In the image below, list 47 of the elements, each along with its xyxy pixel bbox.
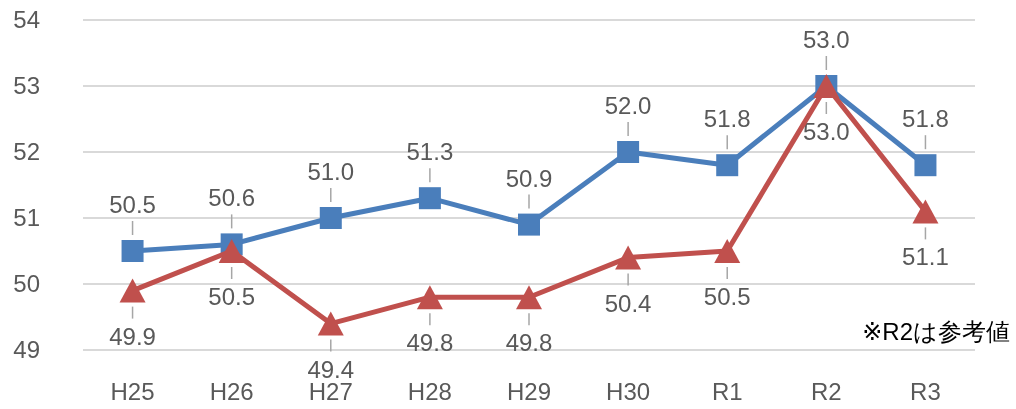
point [121, 240, 144, 262]
y-tick-label: 50 [13, 270, 40, 297]
x-tick-label: R3 [910, 378, 941, 405]
point [617, 141, 640, 163]
data-label: 50.9 [505, 164, 553, 192]
data-label: 50.6 [208, 184, 256, 212]
point [716, 154, 739, 177]
x-tick-label: R2 [810, 378, 842, 405]
data-label: 50.5 [208, 283, 256, 310]
data-label: 51.0 [307, 158, 355, 185]
y-tick-label: 52 [13, 138, 40, 165]
x-tick-label: H29 [506, 378, 552, 405]
data-label: 50.4 [604, 289, 652, 317]
data-label: 52.0 [604, 92, 652, 119]
data-label: 51.8 [703, 105, 751, 133]
point [714, 239, 741, 263]
data-label: 51.1 [902, 243, 949, 271]
point [518, 213, 540, 236]
data-label: 49.9 [109, 322, 156, 350]
annotation: ※R2は参考値 [862, 318, 1010, 345]
point [615, 245, 642, 270]
point [317, 311, 344, 336]
x-tick-label: H26 [209, 378, 254, 405]
point [119, 278, 146, 303]
point [418, 187, 441, 210]
x-tick-label: H28 [407, 378, 452, 405]
data-label: 50.5 [703, 283, 751, 310]
y-tick-label: 53 [13, 72, 40, 99]
point [912, 199, 939, 224]
point [416, 285, 443, 310]
point [218, 239, 245, 263]
data-label: 49.8 [505, 329, 553, 357]
data-label: 51.3 [406, 138, 454, 166]
x-tick-label: R1 [711, 378, 743, 405]
point [319, 207, 342, 229]
data-label: 49.8 [406, 329, 454, 357]
x-tick-label: H25 [110, 378, 155, 405]
data-label: 50.5 [109, 191, 156, 218]
data-label: 53.0 [802, 26, 850, 53]
y-tick-label: 49 [13, 336, 40, 363]
point [516, 285, 542, 310]
y-tick-label: 51 [13, 204, 40, 231]
y-tick-label: 54 [13, 6, 40, 33]
x-tick-label: H30 [606, 378, 651, 405]
data-label: 51.8 [902, 105, 949, 133]
point [914, 154, 937, 177]
data-label: 53.0 [802, 118, 850, 145]
